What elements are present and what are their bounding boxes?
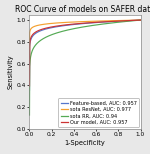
Feature-based, AUC: 0.957: (0.82, 0.991): 0.957: (0.82, 0.991) (120, 20, 121, 22)
sota ResNet, AUC: 0.977: (0.475, 0.986): 0.977: (0.475, 0.986) (81, 21, 83, 22)
sota ResNet, AUC: 0.977: (0.595, 0.99): 0.977: (0.595, 0.99) (95, 20, 96, 22)
sota RR, AUC: 0.94: (1, 1): 0.94: (1, 1) (140, 19, 141, 21)
Our model, AUC: 0.957: (0.475, 0.97): 0.957: (0.475, 0.97) (81, 22, 83, 24)
Line: Our model, AUC: 0.957: Our model, AUC: 0.957 (30, 20, 141, 86)
sota RR, AUC: 0.94: (0.976, 0.998): 0.94: (0.976, 0.998) (137, 19, 139, 21)
Our model, AUC: 0.957: (0.82, 0.992): 0.957: (0.82, 0.992) (120, 20, 121, 22)
Feature-based, AUC: 0.957: (0.595, 0.977): 0.957: (0.595, 0.977) (95, 22, 96, 24)
Feature-based, AUC: 0.957: (0.541, 0.973): 0.957: (0.541, 0.973) (89, 22, 90, 24)
Feature-based, AUC: 0.957: (0, 0.355): 0.957: (0, 0.355) (29, 89, 30, 91)
sota ResNet, AUC: 0.977: (0.481, 0.986): 0.977: (0.481, 0.986) (82, 21, 84, 22)
sota RR, AUC: 0.94: (0.475, 0.935): 0.94: (0.475, 0.935) (81, 26, 83, 28)
sota ResNet, AUC: 0.977: (1, 1): 0.977: (1, 1) (140, 19, 141, 21)
Our model, AUC: 0.957: (1, 1): 0.957: (1, 1) (140, 19, 141, 21)
Our model, AUC: 0.957: (0.595, 0.979): 0.957: (0.595, 0.979) (95, 21, 96, 23)
Feature-based, AUC: 0.957: (0.475, 0.967): 0.957: (0.475, 0.967) (81, 23, 83, 25)
sota RR, AUC: 0.94: (0.541, 0.946): 0.94: (0.541, 0.946) (89, 25, 90, 27)
sota ResNet, AUC: 0.977: (0, 0.642): 0.977: (0, 0.642) (29, 58, 30, 60)
Our model, AUC: 0.957: (0.481, 0.971): 0.957: (0.481, 0.971) (82, 22, 84, 24)
Our model, AUC: 0.957: (0.976, 0.999): 0.957: (0.976, 0.999) (137, 19, 139, 21)
sota ResNet, AUC: 0.977: (0.976, 1): 0.977: (0.976, 1) (137, 19, 139, 21)
Our model, AUC: 0.957: (0.541, 0.975): 0.957: (0.541, 0.975) (89, 22, 90, 24)
Legend: Feature-based, AUC: 0.957, sota ResNet, AUC: 0.977, sota RR, AUC: 0.94, Our mode: Feature-based, AUC: 0.957, sota ResNet, … (58, 98, 139, 127)
Line: sota ResNet, AUC: 0.977: sota ResNet, AUC: 0.977 (30, 20, 141, 59)
sota RR, AUC: 0.94: (0.82, 0.982): 0.94: (0.82, 0.982) (120, 21, 121, 23)
sota RR, AUC: 0.94: (0.595, 0.954): 0.94: (0.595, 0.954) (95, 24, 96, 26)
sota ResNet, AUC: 0.977: (0.541, 0.988): 0.977: (0.541, 0.988) (89, 20, 90, 22)
Line: Feature-based, AUC: 0.957: Feature-based, AUC: 0.957 (30, 20, 141, 90)
Line: sota RR, AUC: 0.94: sota RR, AUC: 0.94 (30, 20, 141, 115)
sota RR, AUC: 0.94: (0, 0.127): 0.94: (0, 0.127) (29, 114, 30, 116)
Feature-based, AUC: 0.957: (1, 1): 0.957: (1, 1) (140, 19, 141, 21)
Feature-based, AUC: 0.957: (0.976, 0.999): 0.957: (0.976, 0.999) (137, 19, 139, 21)
Y-axis label: Sensitivity: Sensitivity (8, 54, 14, 89)
Our model, AUC: 0.957: (0, 0.394): 0.957: (0, 0.394) (29, 85, 30, 87)
sota RR, AUC: 0.94: (0.481, 0.936): 0.94: (0.481, 0.936) (82, 26, 84, 28)
Title: ROC Curve of models on SAFER data: ROC Curve of models on SAFER data (15, 5, 150, 14)
sota ResNet, AUC: 0.977: (0.82, 0.996): 0.977: (0.82, 0.996) (120, 20, 121, 21)
X-axis label: 1-Specificity: 1-Specificity (65, 140, 105, 146)
Feature-based, AUC: 0.957: (0.481, 0.968): 0.957: (0.481, 0.968) (82, 23, 84, 24)
